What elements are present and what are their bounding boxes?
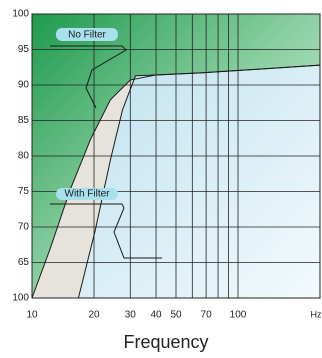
x-tick-label: 70: [201, 310, 213, 321]
y-tick-label: 100: [12, 293, 29, 304]
x-tick-label: 100: [230, 310, 247, 321]
callout: [50, 203, 162, 259]
y-tick-label: 85: [18, 115, 30, 126]
y-tick-label: 95: [18, 44, 30, 55]
series-line: [77, 64, 321, 299]
series-area: [78, 65, 321, 299]
x-tick-label: 50: [170, 310, 182, 321]
y-tick-label: 90: [18, 80, 30, 91]
callout: [50, 45, 127, 109]
y-tick-label: 70: [18, 222, 30, 233]
x-tick-label: 10: [26, 310, 38, 321]
x-tick-label: 30: [125, 310, 137, 321]
x-tick-label: 40: [150, 310, 162, 321]
x-unit: Hz: [311, 309, 322, 319]
y-tick-label: 80: [18, 151, 30, 162]
x-axis-label: Frequency: [123, 332, 208, 352]
annotation-box: [56, 188, 118, 200]
annotation: With Filter: [65, 189, 111, 200]
plot-frame: [31, 13, 321, 299]
y-tick-label: 75: [18, 186, 30, 197]
annotation: No Filter: [68, 30, 106, 41]
y-tick-label: 65: [18, 257, 30, 268]
annotation-box: [56, 28, 118, 41]
y-tick-label: 100: [12, 9, 29, 20]
x-tick-label: 20: [88, 310, 100, 321]
